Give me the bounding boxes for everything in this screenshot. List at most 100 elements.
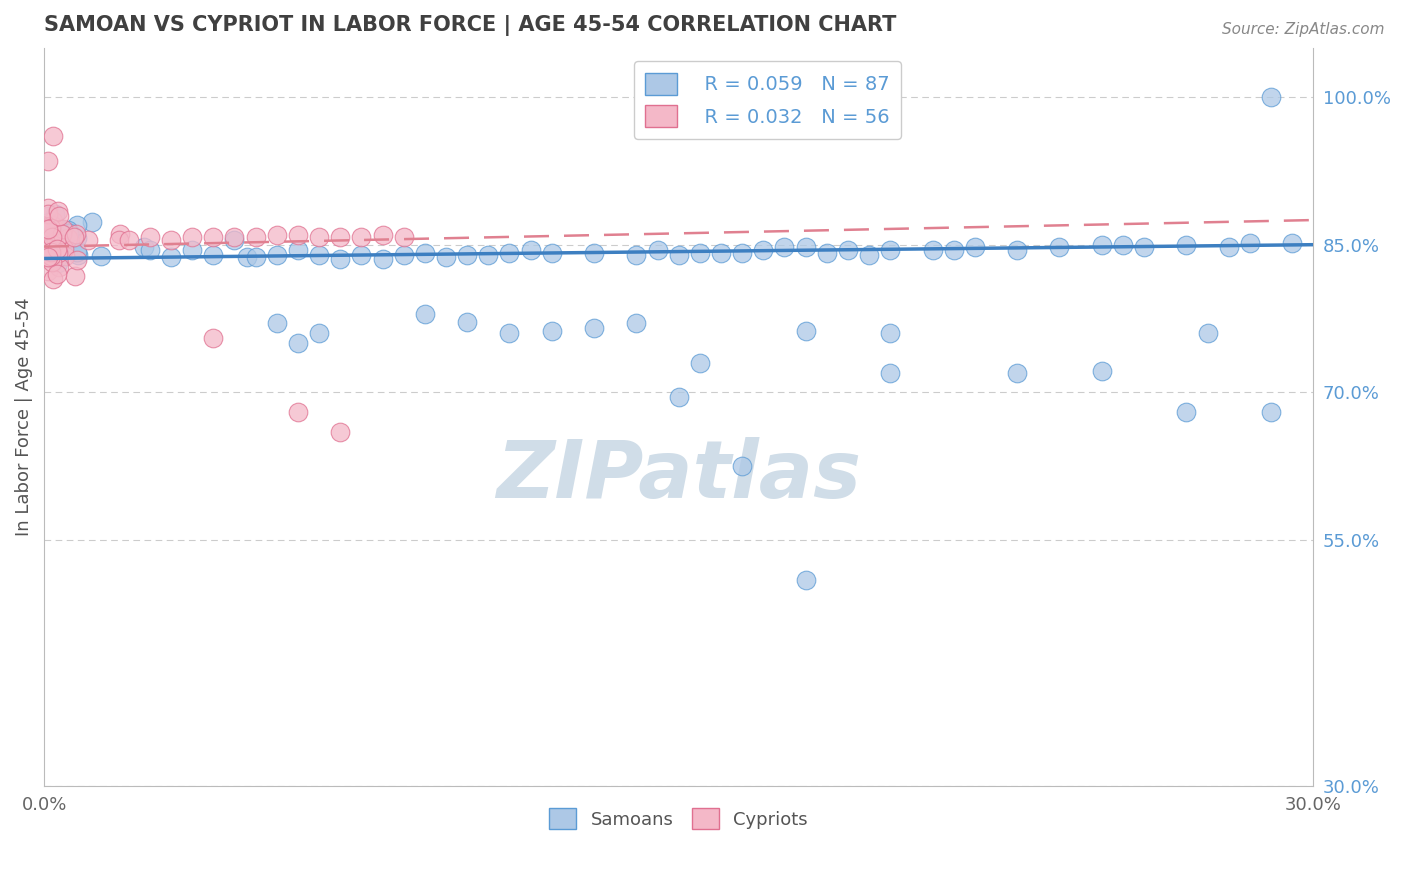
Point bbox=[308, 229, 330, 244]
Point bbox=[37, 209, 59, 223]
Point bbox=[39, 245, 62, 260]
Point bbox=[49, 232, 72, 246]
Point bbox=[413, 307, 436, 321]
Legend: Samoans, Cypriots: Samoans, Cypriots bbox=[543, 801, 815, 837]
Point bbox=[647, 243, 669, 257]
Point bbox=[65, 227, 87, 242]
Point bbox=[45, 234, 67, 248]
Point bbox=[245, 229, 267, 244]
Point bbox=[626, 247, 648, 261]
Point bbox=[583, 321, 606, 335]
Point bbox=[1091, 237, 1114, 252]
Point bbox=[63, 230, 86, 244]
Point bbox=[710, 245, 733, 260]
Point bbox=[731, 245, 754, 260]
Point bbox=[39, 252, 62, 266]
Point bbox=[42, 219, 65, 233]
Point bbox=[752, 243, 775, 257]
Point bbox=[942, 243, 965, 257]
Point bbox=[287, 227, 309, 242]
Point bbox=[1112, 237, 1135, 252]
Point bbox=[308, 247, 330, 261]
Point bbox=[46, 256, 69, 270]
Point bbox=[266, 247, 288, 261]
Point bbox=[202, 331, 225, 345]
Y-axis label: In Labor Force | Age 45-54: In Labor Force | Age 45-54 bbox=[15, 298, 32, 536]
Point bbox=[66, 231, 89, 245]
Point bbox=[41, 213, 63, 227]
Point bbox=[44, 207, 66, 221]
Point bbox=[837, 243, 859, 257]
Point bbox=[41, 230, 63, 244]
Point bbox=[350, 247, 373, 261]
Point bbox=[392, 247, 415, 261]
Text: ZIPatlas: ZIPatlas bbox=[496, 437, 862, 516]
Point bbox=[689, 356, 711, 370]
Point bbox=[224, 229, 246, 244]
Point bbox=[51, 227, 73, 241]
Point bbox=[794, 324, 817, 338]
Point bbox=[266, 227, 288, 242]
Point bbox=[44, 232, 66, 246]
Point bbox=[51, 233, 73, 247]
Point bbox=[58, 231, 80, 245]
Point bbox=[118, 233, 141, 247]
Point bbox=[41, 218, 63, 232]
Point bbox=[82, 215, 104, 229]
Point bbox=[1260, 90, 1282, 104]
Point bbox=[52, 235, 75, 250]
Point bbox=[42, 245, 65, 260]
Point bbox=[41, 255, 63, 269]
Point bbox=[62, 228, 84, 243]
Point bbox=[77, 233, 100, 247]
Point bbox=[1197, 326, 1219, 341]
Point bbox=[42, 227, 65, 241]
Point bbox=[59, 225, 82, 239]
Point bbox=[48, 238, 70, 252]
Point bbox=[56, 223, 79, 237]
Point bbox=[181, 229, 204, 244]
Point bbox=[39, 246, 62, 260]
Point bbox=[794, 240, 817, 254]
Point bbox=[38, 215, 60, 229]
Point bbox=[53, 232, 76, 246]
Point bbox=[41, 235, 63, 249]
Point bbox=[858, 247, 880, 261]
Point bbox=[52, 222, 75, 236]
Point bbox=[46, 222, 69, 236]
Point bbox=[1005, 366, 1028, 380]
Point bbox=[134, 240, 156, 254]
Point bbox=[668, 247, 690, 261]
Point bbox=[287, 336, 309, 351]
Point bbox=[498, 245, 520, 260]
Point bbox=[350, 229, 373, 244]
Point bbox=[46, 203, 69, 218]
Point bbox=[65, 245, 87, 260]
Point bbox=[371, 252, 394, 267]
Point bbox=[37, 240, 59, 254]
Point bbox=[879, 326, 901, 341]
Point bbox=[668, 390, 690, 404]
Point bbox=[41, 227, 63, 242]
Point bbox=[66, 244, 89, 259]
Point bbox=[287, 405, 309, 419]
Point bbox=[773, 240, 796, 254]
Point bbox=[39, 221, 62, 235]
Point bbox=[39, 249, 62, 263]
Point bbox=[160, 250, 183, 264]
Point bbox=[37, 222, 59, 236]
Point bbox=[45, 242, 67, 256]
Point bbox=[46, 251, 69, 265]
Point bbox=[37, 264, 59, 278]
Point bbox=[519, 243, 541, 257]
Point bbox=[794, 573, 817, 587]
Point bbox=[1175, 405, 1198, 419]
Point bbox=[139, 229, 162, 244]
Point bbox=[731, 459, 754, 474]
Point bbox=[38, 241, 60, 255]
Point bbox=[329, 425, 352, 439]
Text: SAMOAN VS CYPRIOT IN LABOR FORCE | AGE 45-54 CORRELATION CHART: SAMOAN VS CYPRIOT IN LABOR FORCE | AGE 4… bbox=[44, 15, 897, 36]
Point bbox=[66, 218, 89, 232]
Point bbox=[67, 248, 90, 262]
Point bbox=[37, 207, 59, 221]
